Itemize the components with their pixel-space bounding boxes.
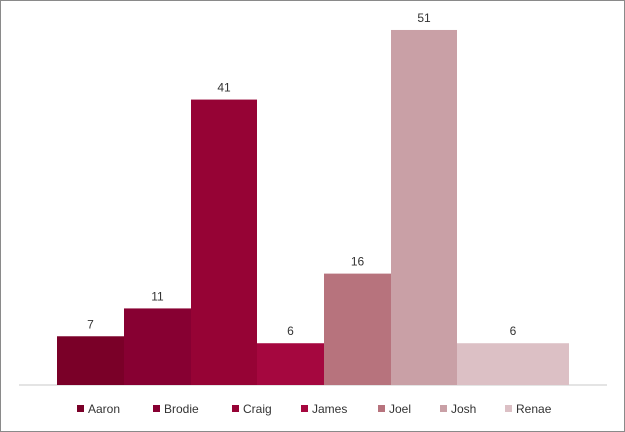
- data-label-joel: 16: [351, 255, 365, 269]
- bar-aaron: [57, 336, 124, 385]
- legend-label-craig: Craig: [243, 402, 272, 416]
- data-label-aaron: 7: [87, 317, 94, 331]
- bar-joel: [324, 273, 391, 385]
- legend-swatch-josh: [440, 405, 447, 412]
- data-label-brodie: 11: [151, 289, 164, 303]
- data-label-craig: 41: [217, 81, 231, 95]
- legend-label-renae: Renae: [516, 402, 552, 416]
- data-label-renae: 6: [510, 324, 517, 338]
- legend-label-aaron: Aaron: [88, 402, 120, 416]
- bar-brodie: [124, 308, 191, 385]
- legend-label-brodie: Brodie: [164, 402, 199, 416]
- legend-swatch-craig: [232, 405, 239, 412]
- legend-swatch-aaron: [77, 405, 84, 412]
- data-labels-group: 7 11 41 6 16 51 6: [87, 11, 517, 338]
- data-label-james: 6: [287, 324, 294, 338]
- bar-craig: [191, 99, 257, 386]
- bar-renae: [457, 343, 569, 385]
- legend-swatch-brodie: [153, 405, 160, 412]
- legend-swatch-james: [301, 405, 308, 412]
- legend-swatch-joel: [378, 405, 385, 412]
- bar-josh: [391, 29, 457, 385]
- bars-group: [57, 29, 569, 386]
- legend-swatch-renae: [505, 405, 512, 412]
- bar-james: [257, 343, 324, 385]
- legend-label-joel: Joel: [389, 402, 411, 416]
- data-label-josh: 51: [417, 11, 431, 25]
- legend-label-james: James: [312, 402, 347, 416]
- legend-label-josh: Josh: [451, 402, 476, 416]
- legend: Aaron Brodie Craig James Joel Josh Renae: [77, 402, 552, 416]
